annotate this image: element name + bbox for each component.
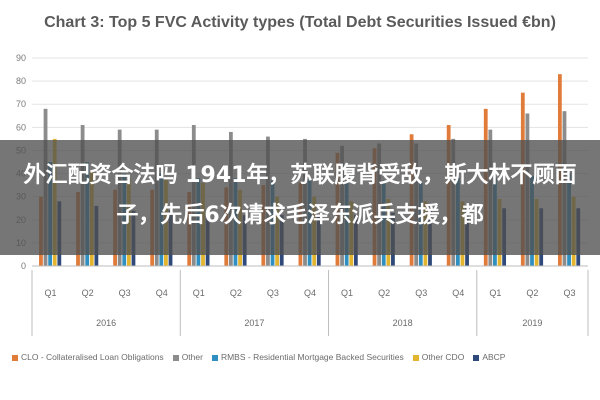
legend-item: CLO - Collateralised Loan Obligations xyxy=(12,352,164,362)
caption-text: 外汇配资合法吗 1941年，苏联腹背受敌，斯大林不顾面子，先后6次请求毛泽东派兵… xyxy=(23,163,577,228)
chart-legend: CLO - Collateralised Loan Obligations Oth… xyxy=(12,352,592,362)
y-tick-label: 0 xyxy=(21,261,26,271)
x-tick-label: Q2 xyxy=(230,288,242,298)
legend-swatch xyxy=(412,354,419,361)
y-tick-label: 80 xyxy=(16,76,26,86)
x-tick-label: Q4 xyxy=(304,288,316,298)
caption-banner: 外汇配资合法吗 1941年，苏联腹背受敌，斯大林不顾面子，先后6次请求毛泽东派兵… xyxy=(0,140,600,255)
year-label: 2017 xyxy=(244,318,264,328)
y-tick-label: 90 xyxy=(16,53,26,63)
x-tick-label: Q3 xyxy=(415,288,427,298)
legend-swatch xyxy=(172,354,179,361)
legend-swatch xyxy=(12,354,18,361)
legend-label: Other CDO xyxy=(421,352,465,362)
x-tick-label: Q2 xyxy=(526,288,538,298)
legend-swatch xyxy=(211,354,218,361)
x-tick-label: Q1 xyxy=(489,288,501,298)
x-tick-label: Q4 xyxy=(452,288,464,298)
x-tick-label: Q3 xyxy=(563,288,575,298)
x-tick-label: Q2 xyxy=(82,288,94,298)
legend-item: Other CDO xyxy=(412,352,465,362)
year-label: 2018 xyxy=(393,318,413,328)
legend-swatch xyxy=(473,354,480,361)
x-tick-label: Q3 xyxy=(119,288,131,298)
chart-title: Chart 3: Top 5 FVC Activity types (Total… xyxy=(44,14,556,31)
y-tick-label: 70 xyxy=(16,99,26,109)
x-tick-label: Q1 xyxy=(45,288,57,298)
legend-item: ABCP xyxy=(473,352,505,362)
legend-label: ABCP xyxy=(482,352,506,362)
x-tick-label: Q4 xyxy=(156,288,168,298)
legend-label: RMBS - Residential Mortgage Backed Secur… xyxy=(220,352,404,362)
legend-item: Other xyxy=(172,352,203,362)
legend-label: CLO - Collateralised Loan Obligations xyxy=(21,352,164,362)
legend-item: RMBS - Residential Mortgage Backed Secur… xyxy=(211,352,404,362)
y-tick-label: 60 xyxy=(16,122,26,132)
x-tick-label: Q1 xyxy=(193,288,205,298)
x-tick-label: Q1 xyxy=(341,288,353,298)
x-tick-label: Q3 xyxy=(267,288,279,298)
x-tick-label: Q2 xyxy=(378,288,390,298)
legend-label: Other xyxy=(181,352,203,362)
year-label: 2016 xyxy=(96,318,116,328)
year-label: 2019 xyxy=(522,318,542,328)
